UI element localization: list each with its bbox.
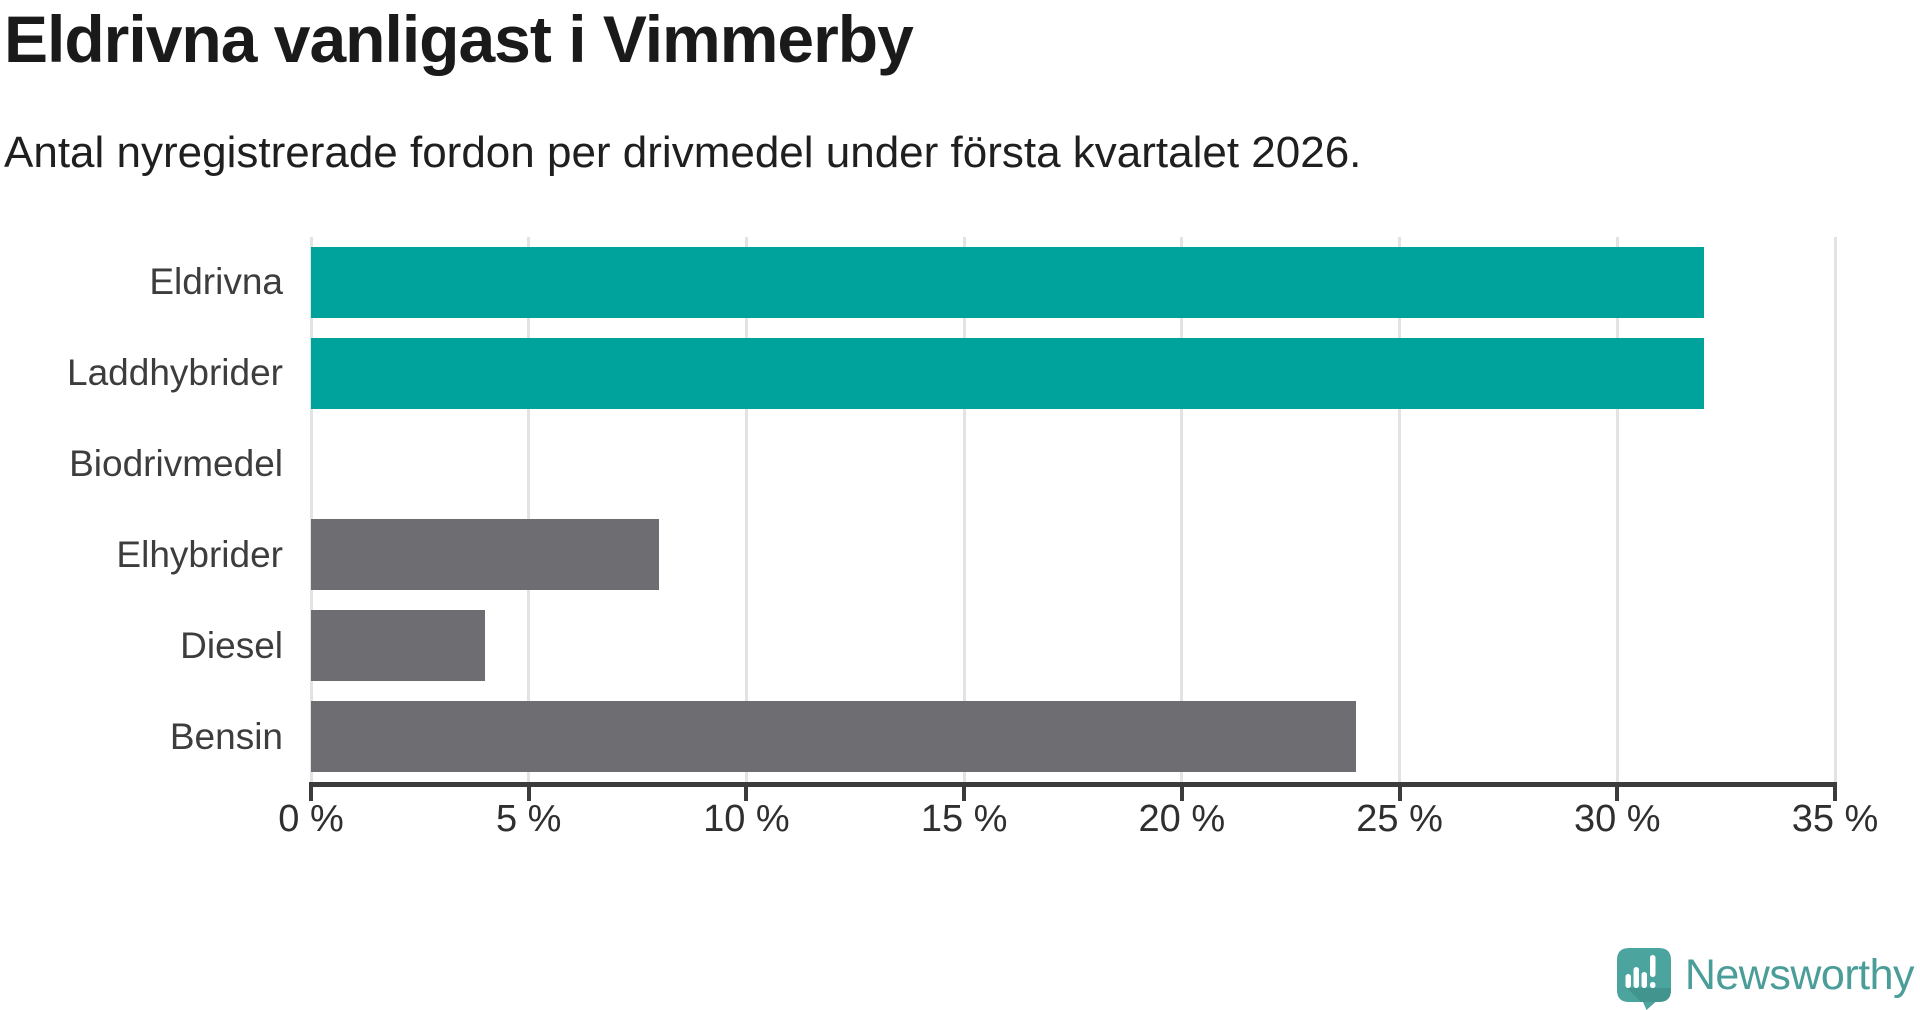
x-tick-label: 0 % [278, 798, 344, 840]
bar-eldrivna [311, 246, 1705, 318]
category-axis: Eldrivna Laddhybrider Biodrivmedel Elhybrid… [0, 237, 283, 782]
bar-row [311, 691, 1835, 782]
x-tick [1615, 787, 1620, 801]
category-label: Laddhybrider [67, 352, 283, 394]
gridline [309, 237, 313, 782]
x-tick [962, 787, 967, 801]
bar-elhybrider [311, 519, 660, 591]
gridline [962, 237, 966, 782]
x-axis-line [309, 782, 1837, 787]
bar-bensin [311, 701, 1357, 773]
gridline [1833, 237, 1837, 782]
x-tick [309, 787, 313, 801]
x-tick-label: 20 % [1138, 798, 1226, 840]
x-tick [1179, 787, 1184, 801]
bar-diesel [311, 610, 486, 682]
x-tick-label: 15 % [920, 798, 1008, 840]
bar-rows [311, 237, 1835, 782]
x-tick-label: 10 % [703, 798, 790, 840]
gridline [1398, 237, 1402, 782]
plot-area [309, 237, 1837, 782]
bar-row [311, 419, 1835, 510]
gridline [1180, 237, 1184, 782]
bar-row [311, 509, 1835, 600]
category-label: Biodrivmedel [69, 443, 283, 485]
x-tick-label: 25 % [1356, 798, 1443, 840]
gridline [1615, 237, 1619, 782]
newsworthy-logo-text: Newsworthy [1684, 951, 1915, 999]
x-tick-label: 30 % [1573, 798, 1661, 840]
bar-row [311, 328, 1835, 419]
category-label: Diesel [180, 624, 283, 666]
category-label: Bensin [169, 715, 283, 757]
x-tick [1833, 787, 1837, 801]
bar-row [311, 237, 1835, 328]
newsworthy-logo-icon [1616, 948, 1671, 1010]
category-label: Eldrivna [149, 261, 283, 303]
newsworthy-brand: Newsworthy [1616, 944, 1915, 1010]
x-tick-label: 35 % [1791, 798, 1879, 840]
chart-title: Eldrivna vanligast i Vimmerby [4, 2, 914, 76]
x-tick [526, 787, 531, 801]
gridline [527, 237, 531, 782]
bar-row [311, 600, 1835, 691]
x-tick [1397, 787, 1402, 801]
category-label: Elhybrider [116, 533, 283, 575]
bar-laddhybrider [311, 337, 1705, 409]
x-tick-label: 5 % [495, 798, 562, 840]
gridline [744, 237, 748, 782]
x-tick [744, 787, 749, 801]
chart-subtitle: Antal nyregistrerade fordon per drivmede… [4, 128, 1362, 177]
